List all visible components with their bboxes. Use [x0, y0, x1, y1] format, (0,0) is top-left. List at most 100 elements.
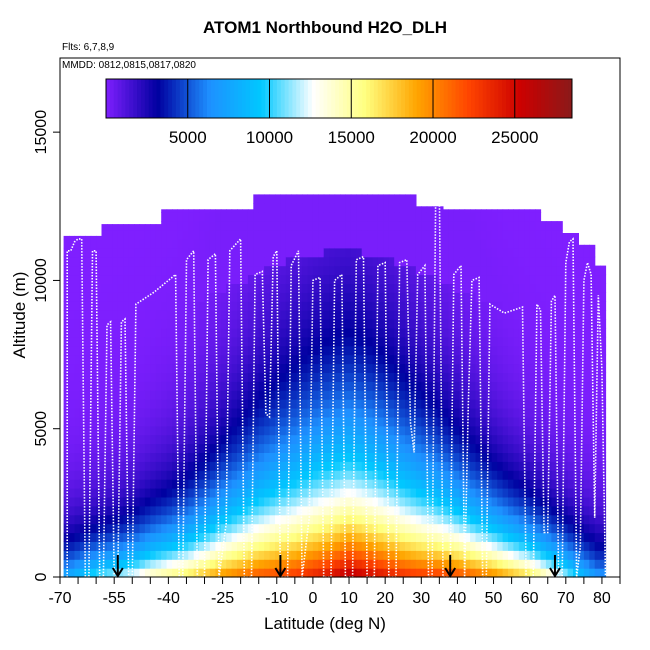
- heatmap-cell: [199, 292, 206, 302]
- heatmap-cell: [497, 319, 504, 329]
- heatmap-cell: [144, 390, 151, 400]
- heatmap-cell: [470, 399, 477, 409]
- heatmap-cell: [182, 452, 189, 462]
- heatmap-cell: [280, 434, 287, 445]
- heatmap-cell: [182, 488, 189, 498]
- heatmap-cell: [594, 452, 601, 462]
- heatmap-cell: [280, 354, 287, 365]
- heatmap-cell: [594, 381, 601, 391]
- heatmap-cell: [166, 541, 173, 551]
- heatmap-cell: [269, 238, 276, 249]
- heatmap-cell: [74, 372, 81, 382]
- heatmap-cell: [226, 372, 233, 382]
- heatmap-cell: [415, 212, 422, 222]
- heatmap-cell: [388, 514, 395, 525]
- heatmap-cell: [367, 212, 374, 222]
- heatmap-cell: [139, 488, 146, 498]
- heatmap-cell: [567, 381, 574, 391]
- heatmap-cell: [150, 523, 157, 534]
- heatmap-cell: [285, 416, 292, 427]
- heatmap-cell: [226, 274, 233, 284]
- heatmap-cell: [123, 568, 130, 578]
- heatmap-cell: [562, 425, 569, 436]
- heatmap-cell: [258, 354, 265, 365]
- heatmap-cell: [502, 327, 509, 338]
- heatmap-cell: [334, 363, 341, 373]
- heatmap-cell: [372, 274, 379, 284]
- heatmap-cell: [388, 416, 395, 427]
- heatmap-cell: [112, 390, 119, 400]
- heatmap-cell: [470, 238, 477, 249]
- heatmap-cell: [177, 265, 184, 276]
- heatmap-cell: [107, 532, 113, 542]
- heatmap-cell: [367, 265, 374, 276]
- colorbar-swatch: [234, 79, 239, 118]
- heatmap-cell: [340, 238, 346, 249]
- heatmap-cell: [578, 292, 585, 302]
- heatmap-cell: [491, 470, 498, 480]
- heatmap-cell: [253, 408, 260, 418]
- heatmap-cell: [464, 336, 471, 347]
- heatmap-cell: [562, 559, 569, 569]
- heatmap-cell: [399, 301, 406, 311]
- heatmap-cell: [415, 247, 422, 258]
- heatmap-cell: [307, 194, 314, 204]
- heatmap-cell: [193, 292, 200, 302]
- heatmap-cell: [464, 381, 471, 391]
- heatmap-cell: [502, 461, 509, 471]
- heatmap-cell: [508, 416, 514, 427]
- heatmap-cell: [172, 523, 178, 534]
- heatmap-cell: [377, 354, 384, 365]
- heatmap-cell: [144, 452, 151, 462]
- heatmap-cell: [448, 541, 455, 551]
- heatmap-cell: [437, 221, 444, 231]
- heatmap-cell: [69, 568, 75, 578]
- heatmap-cell: [226, 363, 233, 373]
- heatmap-cell: [524, 550, 531, 560]
- heatmap-cell: [405, 532, 411, 542]
- heatmap-cell: [475, 247, 482, 258]
- heatmap-cell: [432, 399, 439, 409]
- heatmap-cell: [443, 514, 449, 525]
- heatmap-cell: [302, 363, 309, 373]
- heatmap-cell: [562, 256, 569, 267]
- heatmap-cell: [540, 532, 547, 542]
- heatmap-cell: [524, 568, 531, 578]
- heatmap-cell: [112, 274, 119, 284]
- heatmap-cell: [107, 488, 113, 498]
- heatmap-cell: [410, 336, 417, 347]
- heatmap-cell: [556, 514, 563, 525]
- heatmap-cell: [529, 488, 536, 498]
- heatmap-cell: [258, 408, 265, 418]
- colorbar-swatch: [408, 79, 414, 118]
- heatmap-cell: [573, 532, 579, 542]
- heatmap-cell: [540, 470, 547, 480]
- heatmap-cell: [128, 408, 135, 418]
- heatmap-cell: [540, 256, 547, 267]
- heatmap-cell: [144, 283, 151, 293]
- heatmap-cell: [535, 488, 542, 498]
- heatmap-cell: [502, 238, 509, 249]
- heatmap-cell: [529, 345, 536, 356]
- heatmap-cell: [545, 283, 552, 293]
- heatmap-cell: [529, 496, 536, 507]
- heatmap-cell: [226, 541, 233, 551]
- heatmap-cell: [150, 461, 157, 471]
- heatmap-cell: [220, 479, 227, 489]
- heatmap-cell: [589, 541, 596, 551]
- heatmap-cell: [323, 274, 330, 284]
- heatmap-cell: [291, 443, 298, 453]
- heatmap-cell: [177, 230, 184, 240]
- heatmap-cell: [291, 408, 298, 418]
- heatmap-cell: [508, 319, 514, 329]
- heatmap-cell: [529, 256, 536, 267]
- heatmap-cell: [199, 416, 206, 427]
- heatmap-cell: [85, 310, 92, 320]
- heatmap-cell: [405, 230, 411, 240]
- heatmap-cell: [323, 265, 330, 276]
- heatmap-cell: [237, 319, 243, 329]
- heatmap-cell: [410, 319, 417, 329]
- heatmap-cell: [318, 399, 325, 409]
- heatmap-cell: [486, 372, 493, 382]
- heatmap-cell: [524, 327, 531, 338]
